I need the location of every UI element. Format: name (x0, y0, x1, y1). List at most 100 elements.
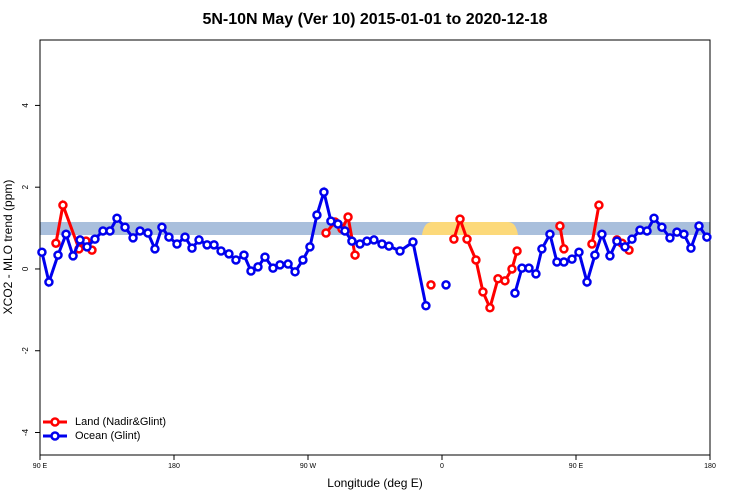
point (343, 212, 353, 222)
point (260, 252, 270, 262)
point (507, 264, 517, 274)
x-tick-label: 180 (168, 463, 180, 470)
point (68, 251, 78, 261)
y-tick-label: 4 (21, 103, 30, 108)
point (53, 250, 63, 260)
y-tick-label: -2 (21, 347, 30, 355)
point (340, 226, 350, 236)
point (347, 236, 357, 246)
point (679, 229, 689, 239)
point (384, 241, 394, 251)
point (112, 213, 122, 224)
point (275, 260, 285, 270)
point (321, 228, 331, 238)
point (657, 222, 667, 233)
point (239, 250, 249, 260)
point (172, 239, 182, 249)
point (298, 255, 308, 265)
point (290, 267, 300, 277)
point (574, 247, 584, 257)
x-tick-label: 0 (440, 463, 444, 470)
y-tick-label: -4 (21, 428, 30, 436)
point (426, 280, 436, 290)
point (582, 277, 592, 287)
point (620, 242, 630, 252)
point (44, 277, 54, 287)
y-axis-label: XCO2 - MLO trend (ppm) (1, 180, 15, 315)
point (194, 235, 204, 245)
point (135, 226, 145, 236)
point (283, 259, 293, 269)
point (224, 249, 234, 259)
x-tick-label: 90 E (33, 463, 48, 470)
x-tick-label: 90 E (569, 463, 584, 470)
x-axis-label: Longitude (deg E) (327, 476, 422, 490)
legend-marker (50, 431, 60, 441)
point (462, 234, 472, 244)
ocean-band (40, 222, 710, 235)
point (590, 250, 600, 260)
point (312, 210, 322, 220)
point (605, 251, 615, 261)
point (120, 222, 130, 233)
point (253, 262, 263, 272)
point (455, 214, 465, 224)
point (61, 229, 71, 239)
series-line (54, 199, 631, 313)
point (524, 263, 534, 273)
y-tick-label: 0 (21, 266, 30, 271)
point (612, 236, 622, 246)
point (408, 237, 418, 247)
point (531, 269, 541, 279)
point (180, 232, 190, 242)
point (369, 235, 379, 245)
x-tick-label: 90 W (300, 463, 317, 470)
point (51, 238, 61, 248)
point (587, 239, 597, 249)
point (105, 226, 115, 236)
point (350, 250, 360, 260)
point (150, 244, 160, 254)
point (649, 213, 659, 224)
point (545, 229, 555, 239)
point (512, 246, 522, 256)
point (395, 246, 405, 256)
point (37, 247, 47, 257)
point (319, 187, 329, 197)
point (642, 226, 652, 236)
point (305, 242, 315, 252)
point (471, 255, 481, 265)
point (627, 234, 637, 244)
point (82, 242, 92, 252)
legend-marker (50, 417, 60, 427)
point (209, 240, 219, 250)
point (597, 229, 607, 239)
point (441, 280, 451, 290)
y-tick-label: 2 (21, 184, 30, 189)
point (594, 200, 604, 210)
point (702, 232, 712, 242)
point (555, 221, 565, 231)
point (58, 200, 68, 210)
legend-label: Land (Nadir&Glint) (75, 416, 166, 428)
point (75, 235, 85, 245)
point (421, 301, 431, 311)
plot-frame (39, 39, 711, 456)
legend-label: Ocean (Glint) (75, 430, 140, 442)
point (449, 234, 459, 244)
point (559, 257, 569, 267)
point (510, 288, 520, 298)
point (478, 287, 488, 297)
point (485, 303, 495, 313)
point (216, 246, 226, 256)
point (187, 243, 197, 253)
land-band (422, 222, 518, 235)
point (157, 222, 167, 233)
point (231, 255, 241, 265)
point (665, 233, 675, 243)
series-line (40, 186, 709, 307)
chart-title: 5N-10N May (Ver 10) 2015-01-01 to 2020-1… (202, 11, 547, 28)
point (537, 244, 547, 254)
